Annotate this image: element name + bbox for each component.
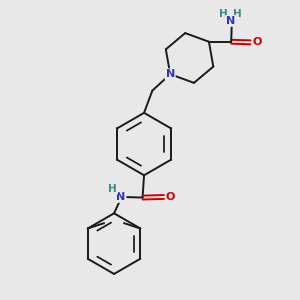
Text: O: O [166, 192, 175, 202]
Text: N: N [166, 69, 175, 79]
Text: H: H [219, 9, 228, 19]
Text: N: N [226, 16, 235, 26]
Text: N: N [116, 192, 125, 202]
Text: H: H [109, 184, 117, 194]
Text: H: H [233, 9, 242, 19]
Text: O: O [252, 37, 262, 47]
